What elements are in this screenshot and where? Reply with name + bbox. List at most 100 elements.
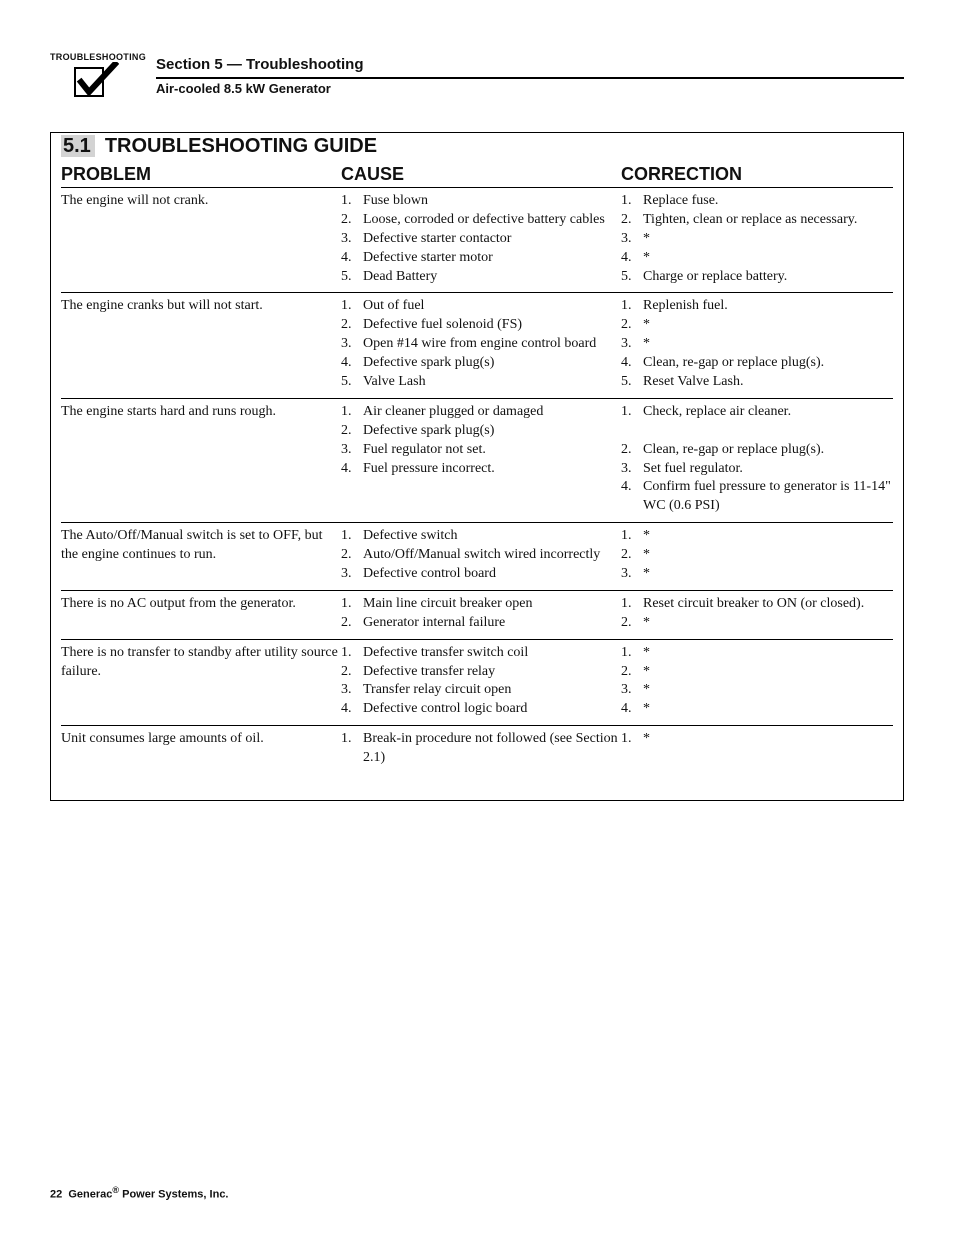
item-number: 3. [621,335,643,354]
list-item: 1.Fuse blown [341,192,621,211]
item-text: * [643,335,893,354]
list-item: 1.* [621,730,893,749]
table-row: The engine starts hard and runs rough.1.… [61,399,893,523]
list-item: 1.Air cleaner plugged or damaged [341,403,621,422]
item-number: 3. [621,681,643,700]
item-text: Reset Valve Lash. [643,373,893,392]
table-row: There is no AC output from the generator… [61,591,893,640]
list-item: 3.Defective starter contactor [341,230,621,249]
item-number: 2. [621,441,643,460]
item-text: Confirm fuel pressure to generator is 11… [643,478,893,516]
item-text: Defective starter contactor [363,230,621,249]
list-item: 1.Check, replace air cleaner. [621,403,893,422]
troubleshooting-guide: 5.1TROUBLESHOOTING GUIDE PROBLEM CAUSE C… [50,132,904,801]
item-number: 2. [341,614,363,633]
list-item: 1.Defective switch [341,527,621,546]
item-text: Clean, re-gap or replace plug(s). [643,441,893,460]
page-number: 22 [50,1189,62,1201]
item-number: 3. [341,335,363,354]
item-number: 2. [341,316,363,335]
item-number: 1. [341,527,363,546]
corr-cell: 1.* [621,730,893,768]
item-number: 3. [341,441,363,460]
page-header: TROUBLESHOOTING Section 5 — Troubleshoot… [50,50,904,98]
corr-cell: 1.Replace fuse.2.Tighten, clean or repla… [621,192,893,286]
item-number: 2. [621,211,643,230]
corr-cell: 1.*2.*3.*4.* [621,644,893,720]
item-number: 1. [621,730,643,749]
checkbox-check-icon [71,62,119,98]
list-item: 5.Charge or replace battery. [621,268,893,287]
item-text: Defective transfer switch coil [363,644,621,663]
item-text: Check, replace air cleaner. [643,403,893,422]
page-footer: 22 Generac® Power Systems, Inc. [50,1185,229,1201]
list-item: 5.Dead Battery [341,268,621,287]
item-number: 1. [621,644,643,663]
cause-cell: 1.Defective switch2.Auto/Off/Manual swit… [341,527,621,584]
item-number: 4. [341,460,363,479]
list-item: 4.* [621,700,893,719]
item-number: 2. [341,422,363,441]
item-number: 1. [341,730,363,768]
item-text: Dead Battery [363,268,621,287]
item-text: Defective spark plug(s) [363,422,621,441]
column-headers: PROBLEM CAUSE CORRECTION [61,164,893,188]
col-problem: PROBLEM [61,164,341,185]
problem-cell: The engine starts hard and runs rough. [61,403,341,516]
list-item: 2.Generator internal failure [341,614,621,633]
list-item: 2.Auto/Off/Manual switch wired incorrect… [341,546,621,565]
item-text: * [643,730,893,749]
table-row: The engine will not crank.1.Fuse blown2.… [61,188,893,293]
guide-number: 5.1 [61,135,95,157]
item-text: * [643,644,893,663]
list-item: 2.Clean, re-gap or replace plug(s). [621,441,893,460]
section-title: Section 5 — Troubleshooting [156,56,904,79]
item-text: * [643,527,893,546]
item-text: Open #14 wire from engine control board [363,335,621,354]
item-text: Valve Lash [363,373,621,392]
list-item: 1.Main line circuit breaker open [341,595,621,614]
list-item: 1.Break-in procedure not followed (see S… [341,730,621,768]
col-cause: CAUSE [341,164,621,185]
cause-cell: 1.Defective transfer switch coil2.Defect… [341,644,621,720]
item-text: * [643,546,893,565]
item-text: Defective control logic board [363,700,621,719]
item-text: Clean, re-gap or replace plug(s). [643,354,893,373]
table-row: The engine cranks but will not start.1.O… [61,293,893,398]
list-item: 2.* [621,316,893,335]
item-text: Out of fuel [363,297,621,316]
section-subtitle: Air-cooled 8.5 kW Generator [156,81,904,96]
problem-cell: There is no AC output from the generator… [61,595,341,633]
list-item: 1.* [621,644,893,663]
table-row: Unit consumes large amounts of oil.1.Bre… [61,726,893,774]
item-number: 5. [341,268,363,287]
item-number: 1. [341,297,363,316]
item-number: 4. [341,249,363,268]
item-number: 1. [341,644,363,663]
item-text: Air cleaner plugged or damaged [363,403,621,422]
item-number: 3. [621,565,643,584]
item-text: Defective starter motor [363,249,621,268]
col-correction: CORRECTION [621,164,893,185]
problem-cell: The engine cranks but will not start. [61,297,341,391]
problem-cell: The Auto/Off/Manual switch is set to OFF… [61,527,341,584]
item-number: 1. [621,527,643,546]
list-item: 4.Clean, re-gap or replace plug(s). [621,354,893,373]
list-item: 2.* [621,614,893,633]
brand: Generac [68,1189,112,1201]
item-number: 3. [341,230,363,249]
problem-cell: The engine will not crank. [61,192,341,286]
item-text: Fuel regulator not set. [363,441,621,460]
list-item: 1.Replace fuse. [621,192,893,211]
list-item: 1.Out of fuel [341,297,621,316]
item-text: Generator internal failure [363,614,621,633]
list-item: 1.* [621,527,893,546]
list-item: 2.Loose, corroded or defective battery c… [341,211,621,230]
item-text: Defective spark plug(s) [363,354,621,373]
item-number: 5. [621,373,643,392]
troubleshooting-label: TROUBLESHOOTING [50,52,140,62]
list-item: 1.Reset circuit breaker to ON (or closed… [621,595,893,614]
item-text: * [643,565,893,584]
list-item: 5.Reset Valve Lash. [621,373,893,392]
item-number: 4. [621,249,643,268]
